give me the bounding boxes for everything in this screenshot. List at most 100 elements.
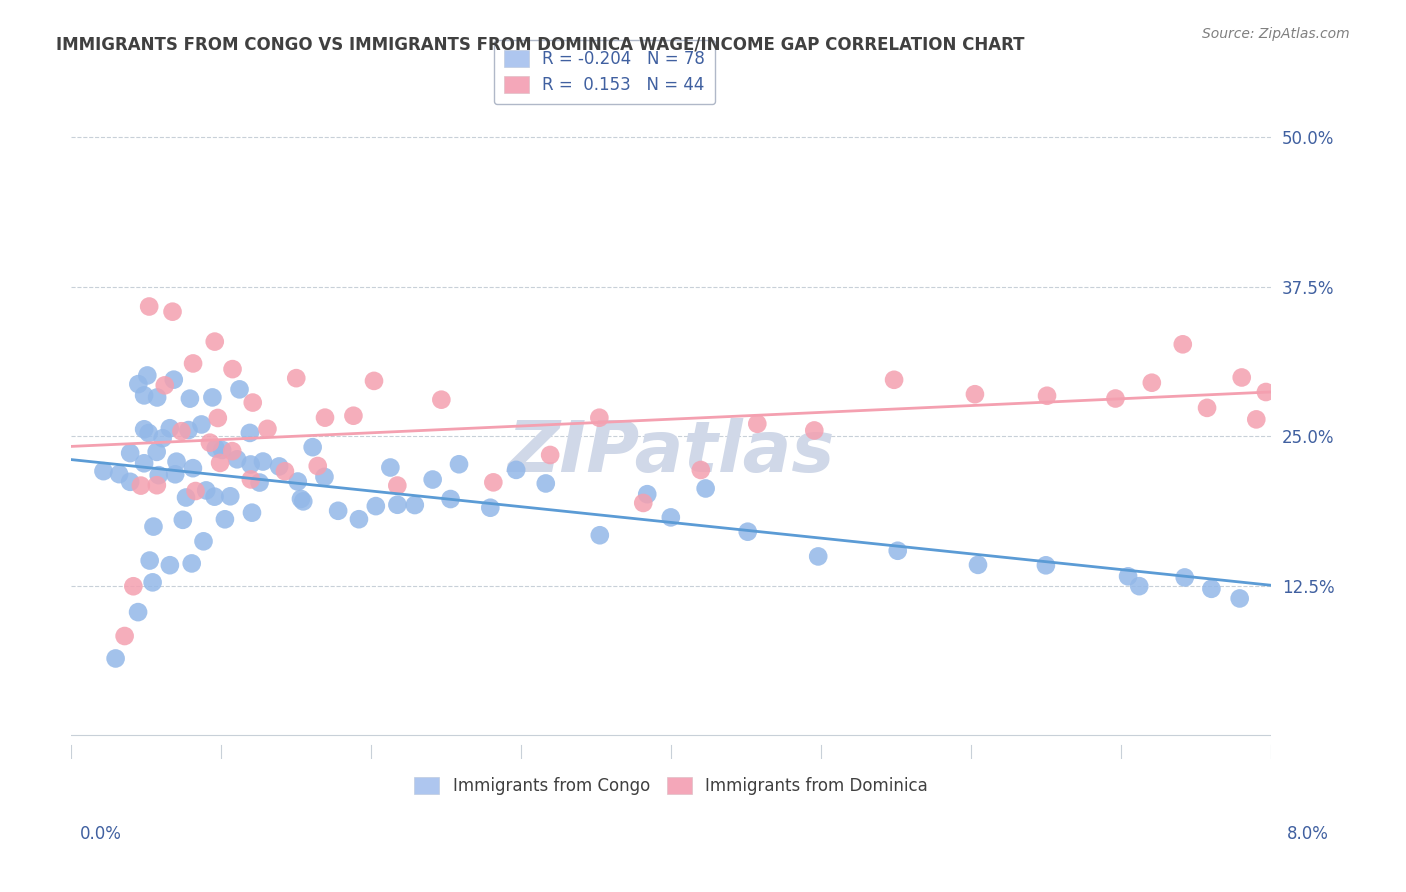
Text: Source: ZipAtlas.com: Source: ZipAtlas.com [1202, 27, 1350, 41]
Point [195, 483, 218, 498]
Point [1230, 370, 1253, 384]
Point [1201, 582, 1223, 596]
Point [422, 473, 444, 487]
Point [242, 395, 264, 409]
Point [505, 463, 527, 477]
Point [963, 387, 986, 401]
Point [342, 409, 364, 423]
Point [219, 489, 242, 503]
Point [228, 383, 250, 397]
Point [108, 467, 131, 482]
Point [240, 506, 263, 520]
Point [1229, 591, 1251, 606]
Point [138, 553, 160, 567]
Point [148, 468, 170, 483]
Legend: Immigrants from Congo, Immigrants from Dominica: Immigrants from Congo, Immigrants from D… [405, 767, 938, 805]
Point [1174, 570, 1197, 584]
Point [172, 513, 194, 527]
Point [204, 334, 226, 349]
Point [239, 425, 262, 440]
Point [1128, 579, 1150, 593]
Point [93, 464, 115, 478]
Point [287, 475, 309, 489]
Point [659, 510, 682, 524]
Point [447, 457, 470, 471]
Point [387, 498, 409, 512]
Point [239, 458, 262, 472]
Point [127, 377, 149, 392]
Point [314, 470, 336, 484]
Point [1197, 401, 1219, 415]
Point [162, 304, 184, 318]
Point [269, 459, 291, 474]
Point [363, 374, 385, 388]
Text: IMMIGRANTS FROM CONGO VS IMMIGRANTS FROM DOMINICA WAGE/INCOME GAP CORRELATION CH: IMMIGRANTS FROM CONGO VS IMMIGRANTS FROM… [56, 36, 1025, 54]
Point [1036, 389, 1059, 403]
Point [122, 579, 145, 593]
Point [204, 442, 226, 456]
Point [193, 534, 215, 549]
Point [138, 300, 160, 314]
Point [209, 456, 232, 470]
Point [290, 491, 312, 506]
Point [159, 558, 181, 573]
Point [1104, 392, 1126, 406]
Point [301, 440, 323, 454]
Point [159, 421, 181, 435]
Point [1116, 569, 1139, 583]
Point [136, 368, 159, 383]
Point [967, 558, 990, 572]
Point [589, 528, 612, 542]
Point [430, 392, 453, 407]
Point [114, 629, 136, 643]
Point [1246, 412, 1268, 426]
Point [127, 605, 149, 619]
Point [152, 431, 174, 445]
Point [190, 417, 212, 432]
Text: ZIPatlas: ZIPatlas [508, 417, 835, 487]
Point [534, 476, 557, 491]
Point [538, 448, 561, 462]
Point [439, 491, 461, 506]
Point [120, 446, 142, 460]
Point [347, 512, 370, 526]
Point [1171, 337, 1194, 351]
Point [207, 411, 229, 425]
Point [256, 422, 278, 436]
Point [285, 371, 308, 385]
Text: 8.0%: 8.0% [1286, 825, 1329, 843]
Point [404, 498, 426, 512]
Point [803, 424, 825, 438]
Point [292, 494, 315, 508]
Point [132, 456, 155, 470]
Point [689, 463, 711, 477]
Point [807, 549, 830, 564]
Point [104, 651, 127, 665]
Point [170, 424, 193, 438]
Point [328, 504, 350, 518]
Point [249, 475, 271, 490]
Point [174, 491, 197, 505]
Point [588, 410, 610, 425]
Point [142, 575, 165, 590]
Point [252, 454, 274, 468]
Point [482, 475, 505, 490]
Point [153, 378, 176, 392]
Point [226, 452, 249, 467]
Point [163, 373, 186, 387]
Point [129, 478, 152, 492]
Point [134, 422, 156, 436]
Point [274, 464, 297, 478]
Point [138, 425, 160, 440]
Point [214, 512, 236, 526]
Point [636, 487, 658, 501]
Point [184, 483, 207, 498]
Point [181, 356, 204, 370]
Point [146, 478, 169, 492]
Point [166, 455, 188, 469]
Point [221, 362, 243, 376]
Point [211, 442, 233, 457]
Point [695, 482, 717, 496]
Point [387, 478, 409, 492]
Point [201, 391, 224, 405]
